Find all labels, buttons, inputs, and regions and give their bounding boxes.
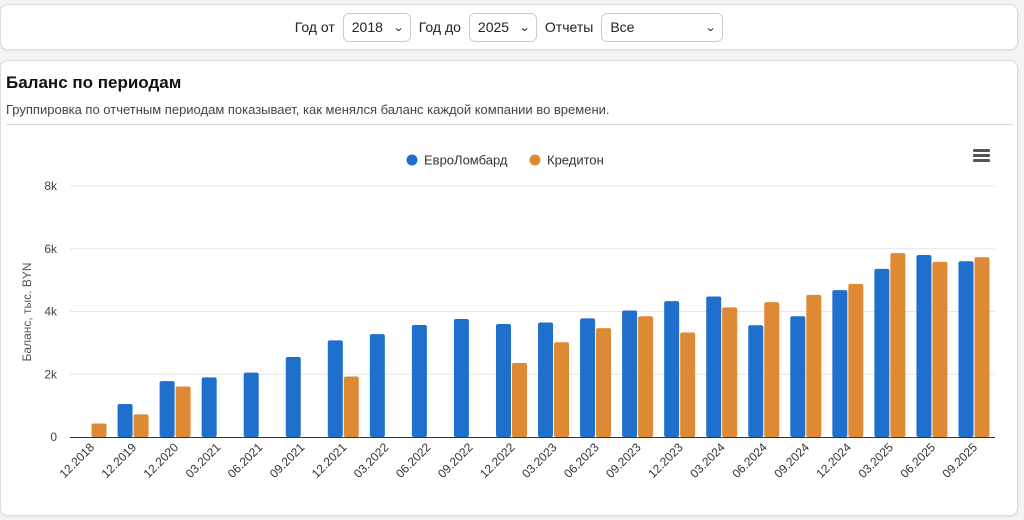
menu-icon-bar bbox=[973, 149, 990, 152]
x-tick-label: 09.2024 bbox=[771, 440, 812, 481]
bar-evrolombard bbox=[411, 324, 427, 437]
x-tick-label: 06.2024 bbox=[729, 440, 770, 481]
chevron-down-icon: ⌄ bbox=[518, 21, 531, 34]
bar-krediton bbox=[133, 414, 149, 437]
x-tick-label: 06.2021 bbox=[225, 440, 266, 481]
y-tick-label: 8k bbox=[44, 179, 58, 193]
x-tick-label: 12.2023 bbox=[645, 440, 686, 481]
x-tick-label: 12.2020 bbox=[141, 440, 182, 481]
filter-bar: Год от 2018 ⌄ Год до 2025 ⌄ Отчеты Все ⌄ bbox=[0, 4, 1018, 50]
bar-krediton bbox=[554, 342, 570, 437]
legend-item-label[interactable]: Кредитон bbox=[547, 153, 604, 168]
bar-evrolombard bbox=[327, 340, 343, 437]
bar-evrolombard bbox=[117, 404, 133, 437]
y-tick-label: 4k bbox=[44, 305, 58, 319]
bar-krediton bbox=[91, 423, 107, 437]
x-tick-label: 06.2022 bbox=[393, 440, 434, 481]
y-axis-title: Баланс, тыс. BYN bbox=[20, 263, 34, 362]
bar-evrolombard bbox=[369, 334, 385, 437]
bar-krediton bbox=[932, 261, 948, 437]
bar-krediton bbox=[680, 332, 696, 437]
x-tick-label: 09.2022 bbox=[435, 440, 476, 481]
bar-evrolombard bbox=[958, 261, 974, 437]
x-tick-label: 03.2025 bbox=[855, 440, 896, 481]
bar-krediton bbox=[764, 302, 780, 437]
balance-card: Баланс по периодам Группировка по отчетн… bbox=[0, 60, 1018, 516]
bar-evrolombard bbox=[748, 325, 764, 437]
legend-marker bbox=[529, 154, 541, 166]
chevron-down-icon: ⌄ bbox=[704, 21, 717, 34]
card-subtitle: Группировка по отчетным периодам показыв… bbox=[6, 102, 610, 117]
y-tick-label: 2k bbox=[44, 367, 58, 381]
bar-evrolombard bbox=[453, 319, 469, 437]
year-from-label: Год от bbox=[294, 19, 335, 35]
x-tick-label: 03.2023 bbox=[519, 440, 560, 481]
bar-krediton bbox=[596, 328, 612, 437]
bar-evrolombard bbox=[159, 381, 175, 437]
bar-evrolombard bbox=[790, 316, 806, 437]
bar-krediton bbox=[511, 362, 527, 437]
bar-evrolombard bbox=[201, 377, 217, 437]
bar-krediton bbox=[175, 386, 191, 437]
bar-krediton bbox=[638, 316, 654, 437]
chevron-down-icon: ⌄ bbox=[392, 21, 405, 34]
bar-evrolombard bbox=[706, 296, 722, 437]
x-tick-label: 03.2021 bbox=[183, 440, 224, 481]
bar-krediton bbox=[974, 257, 990, 437]
x-tick-label: 09.2021 bbox=[267, 440, 308, 481]
bar-evrolombard bbox=[538, 322, 554, 437]
bar-evrolombard bbox=[243, 372, 259, 437]
year-to-select[interactable]: 2025 ⌄ bbox=[468, 12, 537, 42]
menu-icon-bar bbox=[973, 159, 990, 162]
bar-evrolombard bbox=[916, 255, 932, 437]
bar-evrolombard bbox=[874, 268, 890, 437]
x-tick-label: 06.2025 bbox=[897, 440, 938, 481]
year-to-value: 2025 bbox=[477, 19, 510, 35]
x-tick-label: 12.2024 bbox=[813, 440, 854, 481]
year-from-select[interactable]: 2018 ⌄ bbox=[342, 12, 411, 42]
bar-krediton bbox=[848, 283, 864, 437]
bar-evrolombard bbox=[285, 356, 301, 437]
bar-evrolombard bbox=[832, 290, 848, 437]
year-from-value: 2018 bbox=[351, 19, 383, 35]
year-to-label: Год до bbox=[418, 19, 461, 35]
x-tick-label: 03.2024 bbox=[687, 440, 728, 481]
bar-evrolombard bbox=[580, 318, 596, 437]
reports-label: Отчеты bbox=[544, 19, 594, 35]
reports-value: Все bbox=[610, 19, 635, 35]
y-tick-label: 0 bbox=[50, 430, 57, 444]
hamburger-menu-icon[interactable] bbox=[973, 149, 990, 162]
divider bbox=[6, 124, 1013, 125]
menu-icon-bar bbox=[973, 154, 990, 157]
x-tick-label: 12.2019 bbox=[99, 440, 140, 481]
x-tick-label: 09.2025 bbox=[940, 440, 981, 481]
legend-marker bbox=[406, 154, 418, 166]
x-tick-label: 12.2022 bbox=[477, 440, 518, 481]
bar-krediton bbox=[806, 294, 822, 437]
bar-evrolombard bbox=[664, 301, 680, 437]
bar-krediton bbox=[343, 376, 359, 437]
x-tick-label: 09.2023 bbox=[603, 440, 644, 481]
x-tick-label: 06.2023 bbox=[561, 440, 602, 481]
legend-item-label[interactable]: ЕвроЛомбард bbox=[424, 153, 508, 168]
bar-krediton bbox=[722, 307, 738, 437]
x-tick-label: 03.2022 bbox=[351, 440, 392, 481]
bar-evrolombard bbox=[622, 310, 638, 437]
y-tick-label: 6k bbox=[44, 242, 58, 256]
bar-evrolombard bbox=[495, 324, 511, 437]
reports-select[interactable]: Все ⌄ bbox=[601, 12, 724, 42]
card-title: Баланс по периодам bbox=[6, 73, 182, 92]
x-tick-label: 12.2018 bbox=[57, 440, 98, 481]
x-tick-label: 12.2021 bbox=[309, 440, 350, 481]
bar-krediton bbox=[890, 253, 906, 437]
